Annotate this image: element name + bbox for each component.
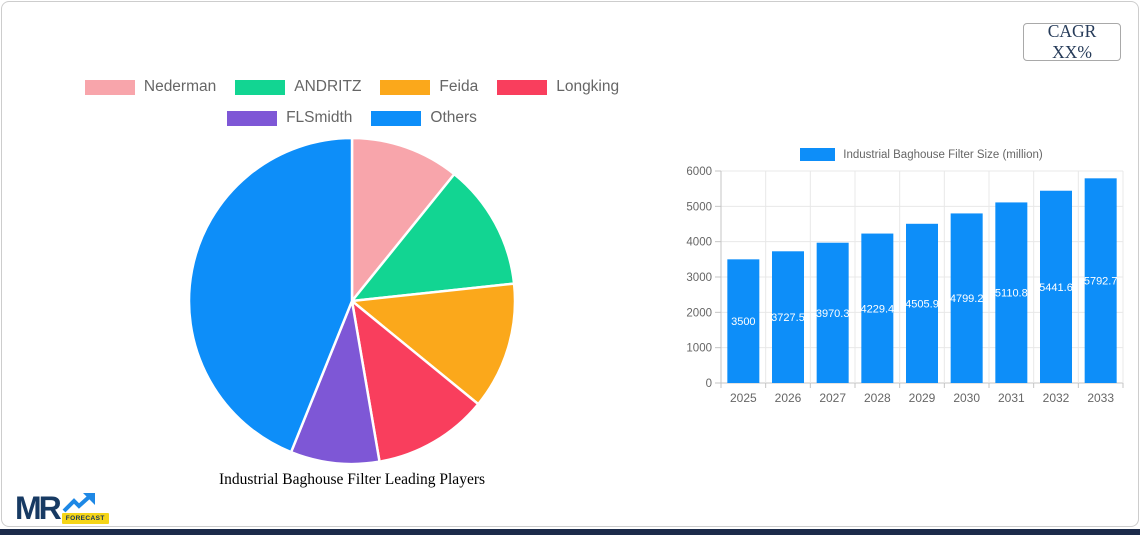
pie-legend: Nederman ANDRITZ Feida Longking FLSmidth Othe…: [84, 72, 619, 127]
pie-chart-svg: [187, 136, 517, 466]
legend-label: Longking: [556, 78, 620, 95]
pie-title: Industrial Baghouse Filter Leading Playe…: [218, 471, 486, 488]
bar-2027: [816, 242, 849, 383]
legend-label: Feida: [439, 78, 479, 95]
logo-forecast-badge: FORECAST: [61, 513, 109, 524]
legend-swatch: [235, 79, 286, 95]
legend-label: ANDRITZ: [294, 78, 362, 95]
bar-2030: [950, 213, 983, 383]
x-axis-label: 2030: [953, 391, 980, 405]
bar-value-label: 4229.4: [861, 303, 895, 315]
x-axis-label: 2031: [998, 391, 1025, 405]
pie-slice-nederman: [350, 136, 456, 303]
legend-swatch: [227, 110, 278, 126]
pie-legend-item-flsmidth[interactable]: FLSmidth: [227, 109, 352, 127]
y-axis-label: 3000: [686, 272, 712, 284]
y-axis-label: 5000: [686, 201, 712, 213]
x-axis-label: 2028: [864, 391, 891, 405]
bar-chart-svg: 0 1000 2000 3000 4000 5000 6000 3500 2025 3727.5 2…: [686, 166, 1124, 405]
pie-legend-item-andritz[interactable]: ANDRITZ: [235, 78, 361, 96]
pie-slice-longking: [350, 299, 480, 463]
x-axis-label: 2033: [1087, 391, 1114, 405]
bar-2033: [1084, 178, 1117, 383]
bar-2026: [772, 251, 804, 383]
pie-legend-row: FLSmidth Others: [227, 109, 477, 127]
y-axis-label: 0: [706, 378, 712, 390]
pie-slice-others: [187, 136, 354, 454]
bar-legend-label[interactable]: Industrial Baghouse Filter Size (million…: [843, 148, 1043, 161]
bottom-strip: [0, 529, 1140, 535]
bar-value-label: 5441.6: [1039, 282, 1073, 294]
logo-text: MR: [15, 490, 62, 526]
cagr-button[interactable]: CAGR XX%: [1023, 21, 1121, 62]
pie-legend-item-nederman[interactable]: Nederman: [84, 78, 217, 96]
pie-legend-item-others[interactable]: Others: [371, 109, 477, 127]
x-axis-label: 2032: [1043, 391, 1070, 405]
x-axis-label: 2026: [775, 391, 802, 405]
bar-legend-swatch[interactable]: [800, 148, 836, 161]
bar-value-label: 5110.8: [995, 288, 1028, 300]
legend-label: Nederman: [143, 78, 217, 95]
pie-slice-andritz: [350, 172, 516, 303]
bar-chart-legend[interactable]: Industrial Baghouse Filter Size (million…: [720, 148, 1123, 161]
legend-swatch: [371, 110, 422, 126]
pie-section: Nederman ANDRITZ Feida Longking FLSmidth Othe…: [2, 72, 702, 489]
x-axis-label: 2027: [819, 391, 846, 405]
bar-value-label: 3500: [731, 316, 755, 328]
y-axis-label: 2000: [686, 307, 712, 319]
bar-2029: [906, 223, 938, 383]
bar-value-label: 3970.3: [816, 308, 850, 320]
pie-slice-feida: [350, 282, 517, 406]
bar-2032: [1040, 190, 1072, 383]
pie-slice-flsmidth: [289, 299, 381, 466]
legend-swatch: [84, 79, 135, 95]
bar-2025: [727, 259, 760, 383]
legend-label: FLSmidth: [286, 109, 353, 126]
pie-legend-row: Nederman ANDRITZ Feida Longking: [84, 78, 619, 96]
y-axis-label: 1000: [686, 343, 712, 355]
y-axis-label: 4000: [686, 237, 712, 249]
bar-value-label: 4505.9: [905, 298, 939, 310]
bar-value-label: 5792.7: [1084, 276, 1118, 288]
legend-swatch: [497, 79, 548, 95]
x-axis-label: 2029: [909, 391, 936, 405]
legend-label: Others: [430, 109, 477, 126]
bar-2028: [861, 233, 894, 383]
x-axis-label: 2025: [730, 391, 757, 405]
legend-swatch: [380, 79, 431, 95]
bar-value-label: 4799.2: [950, 293, 984, 305]
y-axis-label: 6000: [686, 166, 712, 178]
mr-logo: MR FORECAST: [15, 490, 109, 526]
trend-up-arrow-icon: [62, 493, 95, 513]
pie-legend-item-feida[interactable]: Feida: [380, 78, 478, 96]
bar-2031: [995, 202, 1028, 383]
bar-value-label: 3727.5: [771, 312, 805, 324]
pie-legend-item-longking[interactable]: Longking: [497, 78, 619, 96]
